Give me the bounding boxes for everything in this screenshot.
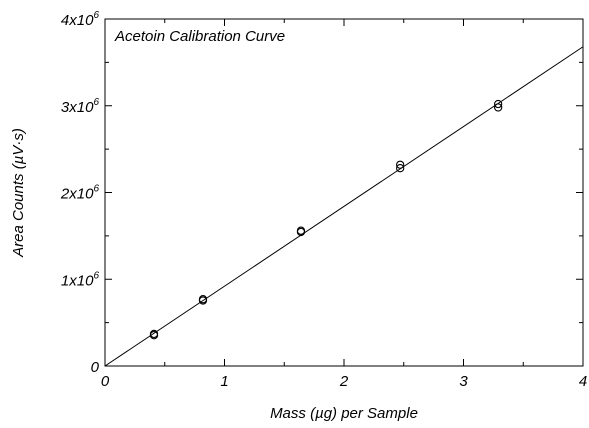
tick-marks <box>104 18 584 367</box>
fit-line <box>104 46 584 367</box>
data-point <box>396 160 405 169</box>
data-point <box>494 103 503 112</box>
y-tick-label: 4x106 <box>61 10 100 29</box>
x-tick-label: 4 <box>579 373 587 390</box>
data-points <box>149 99 503 340</box>
y-tick-label: 3x106 <box>61 97 100 116</box>
x-axis-label: Mass (µg) per Sample <box>270 405 418 422</box>
data-point <box>149 331 159 340</box>
y-axis-label: Area Counts (µV·s) <box>10 128 27 258</box>
data-point <box>296 227 306 237</box>
y-tick-label: 0 <box>91 359 100 376</box>
chart-title: Acetoin Calibration Curve <box>114 28 285 45</box>
x-tick-label: 2 <box>339 373 349 390</box>
data-point <box>396 164 405 173</box>
data-point <box>494 99 503 109</box>
x-tick-labels: 0 1 2 3 4 <box>101 373 587 390</box>
x-tick-label: 1 <box>220 373 228 390</box>
plot-frame <box>104 18 584 367</box>
y-tick-label: 2x106 <box>60 184 100 203</box>
y-tick-labels: 0 1x106 2x106 3x106 4x106 <box>60 10 100 376</box>
x-tick-label: 3 <box>459 373 468 390</box>
x-tick-label: 0 <box>101 373 110 390</box>
data-point <box>198 296 208 305</box>
y-tick-label: 1x106 <box>61 270 100 289</box>
